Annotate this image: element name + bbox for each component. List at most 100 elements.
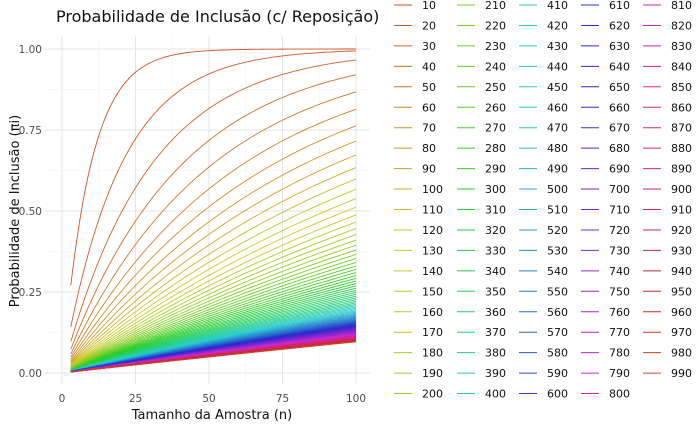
legend-item-440: 440 [519,60,568,73]
legend-label: 170 [422,326,443,339]
legend-item-360: 360 [457,306,506,319]
legend-label: 860 [671,101,692,114]
legend-label: 790 [609,367,630,380]
legend-item-330: 330 [457,244,506,257]
legend-item-810: 810 [643,0,692,12]
legend-item-310: 310 [457,204,506,217]
legend-label: 750 [609,285,630,298]
legend-label: 130 [422,244,443,257]
legend-item-70: 70 [394,122,436,135]
legend-label: 690 [609,163,630,176]
legend-label: 120 [422,224,443,237]
legend-label: 60 [422,101,436,114]
y-tick-label: 1.00 [19,44,42,56]
legend-item-40: 40 [394,60,436,73]
legend-label: 590 [547,367,568,380]
legend-label: 390 [485,367,506,380]
legend-item-390: 390 [457,367,506,380]
y-axis-label: Probabilidade de Inclusão (πi) [8,115,23,307]
legend-label: 890 [671,163,692,176]
legend-label: 930 [671,244,692,257]
legend-item-580: 580 [519,347,568,360]
legend-item-210: 210 [457,0,506,12]
legend-item-620: 620 [581,19,630,32]
legend-label: 100 [422,183,443,196]
legend-label: 610 [609,0,630,12]
legend-label: 450 [547,81,568,94]
legend-label: 520 [547,224,568,237]
legend-label: 640 [609,60,630,73]
legend-item-560: 560 [519,306,568,319]
legend-label: 810 [671,0,692,12]
legend-item-830: 830 [643,40,692,53]
legend-label: 330 [485,244,506,257]
legend-label: 410 [547,0,568,12]
legend-label: 240 [485,60,506,73]
x-axis-label: Tamanho da Amostra (n) [131,408,293,423]
legend-item-940: 940 [643,265,692,278]
legend-label: 280 [485,142,506,155]
legend-item-250: 250 [457,81,506,94]
legend-item-480: 480 [519,142,568,155]
legend-item-610: 610 [581,0,630,12]
legend-item-630: 630 [581,40,630,53]
legend-item-470: 470 [519,122,568,135]
legend-item-370: 370 [457,326,506,339]
legend-label: 440 [547,60,568,73]
legend-item-50: 50 [394,81,436,94]
legend-item-30: 30 [394,40,436,53]
chart-title: Probabilidade de Inclusão (c/ Reposição) [56,7,379,26]
legend-item-150: 150 [394,285,443,298]
legend-label: 740 [609,265,630,278]
legend-item-980: 980 [643,347,692,360]
legend-label: 400 [485,388,506,401]
y-tick-label: 0.00 [19,368,42,380]
x-tick-label: 100 [346,393,366,405]
legend-item-520: 520 [519,224,568,237]
legend-label: 510 [547,204,568,217]
x-tick-label: 25 [129,393,142,405]
legend-item-640: 640 [581,60,630,73]
legend-label: 360 [485,306,506,319]
legend-label: 140 [422,265,443,278]
legend-label: 340 [485,265,506,278]
legend-item-490: 490 [519,163,568,176]
legend-label: 650 [609,81,630,94]
legend-item-160: 160 [394,306,443,319]
legend-item-90: 90 [394,163,436,176]
legend-item-950: 950 [643,285,692,298]
legend-label: 310 [485,204,506,217]
legend-label: 880 [671,142,692,155]
legend-item-180: 180 [394,347,443,360]
legend-item-860: 860 [643,101,692,114]
legend-label: 290 [485,163,506,176]
legend-item-730: 730 [581,244,630,257]
legend-label: 40 [422,60,436,73]
legend-label: 150 [422,285,443,298]
series-line-10 [71,49,356,285]
legend-item-570: 570 [519,326,568,339]
legend-item-970: 970 [643,326,692,339]
x-axis-ticks: 0 25 50 75 100 [59,393,366,405]
legend-label: 900 [671,183,692,196]
legend-item-340: 340 [457,265,506,278]
legend-label: 30 [422,40,436,53]
legend-item-590: 590 [519,367,568,380]
legend-item-380: 380 [457,347,506,360]
legend-item-110: 110 [394,204,443,217]
legend-label: 570 [547,326,568,339]
legend-item-170: 170 [394,326,443,339]
legend-label: 70 [422,122,436,135]
legend-label: 800 [609,388,630,401]
legend-item-190: 190 [394,367,443,380]
legend-label: 320 [485,224,506,237]
legend-item-130: 130 [394,244,443,257]
legend-item-320: 320 [457,224,506,237]
legend-label: 250 [485,81,506,94]
legend-label: 500 [547,183,568,196]
legend-label: 90 [422,163,436,176]
legend-label: 420 [547,19,568,32]
legend-item-400: 400 [457,388,506,401]
legend-item-20: 20 [394,19,436,32]
legend-item-920: 920 [643,224,692,237]
